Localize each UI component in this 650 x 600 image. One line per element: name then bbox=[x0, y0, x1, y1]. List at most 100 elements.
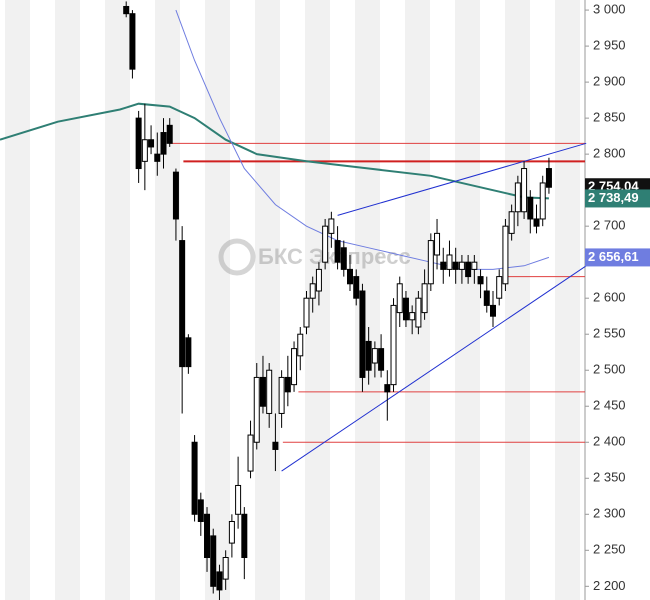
price-label: 2 656,61 bbox=[588, 249, 639, 264]
candle-body bbox=[384, 384, 391, 393]
candle-body bbox=[141, 139, 148, 162]
candle-body bbox=[396, 283, 403, 314]
candle-body bbox=[502, 225, 509, 285]
candle-body bbox=[415, 297, 422, 328]
candle-body bbox=[365, 340, 372, 371]
trend-line bbox=[337, 142, 587, 216]
trend-line bbox=[281, 265, 587, 472]
candle-body bbox=[185, 337, 192, 368]
candle-body bbox=[123, 5, 130, 15]
candle-body bbox=[228, 520, 235, 544]
candle-body bbox=[247, 434, 254, 472]
candle-body bbox=[545, 168, 552, 188]
candle-body bbox=[347, 268, 354, 285]
y-tick-label: 2 850 bbox=[593, 110, 626, 125]
candle-body bbox=[334, 240, 341, 263]
candle-body bbox=[496, 276, 503, 299]
candle-body bbox=[191, 441, 198, 515]
y-tick-label: 2 700 bbox=[593, 218, 626, 233]
candle-body bbox=[434, 232, 441, 256]
price-label: 2 738,49 bbox=[588, 190, 639, 205]
candle-body bbox=[148, 139, 155, 148]
y-tick-label: 2 350 bbox=[593, 470, 626, 485]
candle-body bbox=[477, 276, 484, 285]
candle-body bbox=[235, 484, 242, 515]
y-tick-label: 2 950 bbox=[593, 38, 626, 53]
candle-body bbox=[284, 376, 291, 393]
candle-body bbox=[210, 535, 217, 587]
stripe bbox=[205, 0, 230, 600]
candle-body bbox=[353, 276, 360, 299]
watermark-logo bbox=[218, 238, 256, 276]
watermark: БКС Экспресс bbox=[258, 244, 411, 269]
candle-body bbox=[315, 268, 322, 292]
y-tick-label: 2 200 bbox=[593, 578, 626, 593]
y-tick-label: 2 450 bbox=[593, 398, 626, 413]
candle-body bbox=[427, 240, 434, 285]
candle-body bbox=[303, 297, 310, 328]
y-tick-label: 2 550 bbox=[593, 326, 626, 341]
candle-body bbox=[204, 513, 211, 559]
y-tick-label: 3 000 bbox=[593, 2, 626, 17]
candle-body bbox=[129, 13, 136, 70]
y-tick-label: 2 900 bbox=[593, 74, 626, 89]
candle-body bbox=[241, 513, 248, 559]
candle-body bbox=[421, 283, 428, 314]
moving-average bbox=[0, 102, 549, 200]
candle-body bbox=[489, 304, 496, 317]
candle-body bbox=[179, 240, 186, 368]
candle-body bbox=[272, 441, 279, 450]
candle-body bbox=[266, 369, 273, 414]
candle-body bbox=[253, 376, 260, 443]
candle-body bbox=[322, 225, 329, 263]
y-tick-label: 2 800 bbox=[593, 146, 626, 161]
candle-body bbox=[166, 124, 173, 144]
candle-body bbox=[458, 261, 465, 270]
stripe bbox=[355, 0, 380, 600]
stripe bbox=[55, 0, 80, 600]
candle-body bbox=[508, 211, 515, 234]
candle-body bbox=[539, 182, 546, 220]
candle-body bbox=[197, 499, 204, 522]
candle-body bbox=[409, 312, 416, 321]
candle-body bbox=[533, 218, 540, 227]
candle-body bbox=[172, 171, 179, 220]
candle-body bbox=[328, 218, 335, 234]
candle-body bbox=[465, 261, 472, 278]
stripe bbox=[105, 0, 130, 600]
y-tick-label: 2 300 bbox=[593, 506, 626, 521]
candle-body bbox=[446, 254, 453, 270]
stripe bbox=[255, 0, 280, 600]
candle-body bbox=[527, 196, 534, 220]
y-tick-label: 2 600 bbox=[593, 290, 626, 305]
candle-body bbox=[309, 283, 316, 299]
candle-body bbox=[135, 117, 142, 170]
y-tick-label: 2 400 bbox=[593, 434, 626, 449]
price-label-box bbox=[585, 248, 650, 267]
candle-body bbox=[390, 304, 397, 386]
candle-body bbox=[291, 348, 298, 386]
candle-body bbox=[452, 261, 459, 270]
candle-body bbox=[471, 261, 478, 270]
candle-body bbox=[297, 333, 304, 357]
watermark-group: БКС Экспресс bbox=[218, 238, 411, 276]
stripe bbox=[155, 0, 180, 600]
candle-body bbox=[278, 376, 285, 414]
moving-average bbox=[175, 9, 550, 270]
stripe bbox=[505, 0, 530, 600]
candle-body bbox=[222, 557, 229, 580]
candle-body bbox=[402, 297, 409, 321]
candle-body bbox=[259, 376, 266, 407]
candle-body bbox=[340, 247, 347, 270]
candle-body bbox=[440, 261, 447, 270]
stripe bbox=[455, 0, 480, 600]
candle-body bbox=[378, 348, 385, 371]
candle-body bbox=[371, 348, 378, 364]
candle-body bbox=[514, 182, 521, 213]
candle-body bbox=[160, 132, 167, 155]
price-label-box bbox=[585, 189, 650, 208]
candle-body bbox=[154, 153, 161, 162]
candle-body bbox=[483, 290, 490, 306]
candle-body bbox=[359, 290, 366, 378]
